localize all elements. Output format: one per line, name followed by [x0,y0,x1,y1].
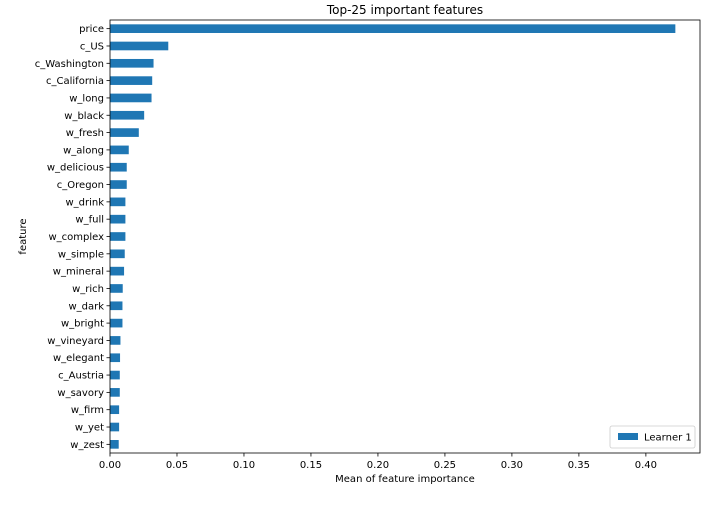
legend-box [609,425,696,449]
y-tick-label: price [79,24,104,35]
y-tick-label: w_rich [72,284,104,295]
y-tick-label: w_along [63,145,104,156]
legend-swatch [618,433,638,440]
bar-w_black [110,110,145,120]
y-tick-label: w_fresh [66,128,104,139]
y-tick-label: w_savory [57,388,104,399]
bar-w_fresh [110,128,139,137]
bar-w_bright [110,318,123,328]
bar-w_yet [110,422,120,432]
y-tick-label: w_drink [65,197,104,208]
bar-c_Austria [110,370,120,380]
bar-w_drink [110,197,126,207]
bar-price [110,24,676,33]
y-tick-label: w_firm [71,405,104,416]
bar-w_firm [110,405,120,415]
bar-w_vineyard [110,336,121,345]
bar-w_along [110,145,129,155]
y-tick-label: w_elegant [53,353,104,364]
y-tick-label: c_Austria [58,371,104,382]
x-tick-label: 0.05 [166,460,188,471]
x-tick-label: 0.25 [434,460,456,471]
bar-w_simple [110,249,125,259]
y-tick-label: w_bright [61,319,104,330]
bar-w_rich [110,284,123,293]
y-tick-label: c_US [80,41,104,52]
y-tick-label: w_black [64,111,104,122]
bar-w_full [110,214,126,224]
bar-w_mineral [110,266,125,276]
y-tick-label: w_dark [68,301,104,312]
bars-group [110,24,676,449]
bar-w_long [110,93,152,103]
y-tick-label: c_California [46,76,104,87]
y-tick-label: w_complex [48,232,104,243]
y-tick-label: w_full [75,215,104,226]
y-tick-label: w_yet [75,423,104,434]
bar-c_Oregon [110,180,127,189]
y-tick-label: w_long [69,93,104,104]
x-tick-label: 0.00 [99,460,121,471]
y-tick-label: c_Washington [35,59,104,70]
x-tick-label: 0.10 [233,460,255,471]
bar-w_zest [110,440,119,449]
bar-w_dark [110,301,123,311]
x-axis-ticks: 0.00 0.05 0.10 0.15 0.20 0.25 0.30 0.35 0.40 [99,453,657,471]
bar-c_US [110,41,169,51]
y-axis-ticks: price c_US c_Washington c_California w_longw… [35,24,110,451]
y-tick-label: w_mineral [53,267,104,278]
y-tick-label: w_simple [58,249,104,260]
x-tick-label: 0.15 [300,460,322,471]
bar-c_California [110,76,153,85]
y-tick-label: w_vineyard [47,336,104,347]
x-tick-label: 0.40 [635,460,657,471]
chart-title: Top-25 important features [326,3,483,17]
x-tick-label: 0.35 [568,460,590,471]
y-tick-label: w_delicious [47,163,104,174]
legend: Learner 1 [609,425,696,449]
y-tick-label: c_Oregon [57,180,104,191]
bar-c_Washington [110,58,154,68]
x-tick-label: 0.20 [367,460,389,471]
bar-w_delicious [110,162,127,172]
bar-w_savory [110,388,120,397]
bar-w_complex [110,232,126,241]
x-axis-label: Mean of feature importance [335,474,475,485]
bar-w_elegant [110,353,121,363]
legend-label: Learner 1 [644,433,692,444]
y-tick-label: w_zest [70,440,104,451]
plot-frame [109,19,701,454]
x-tick-label: 0.30 [501,460,523,471]
y-axis-label: feature [18,218,29,254]
